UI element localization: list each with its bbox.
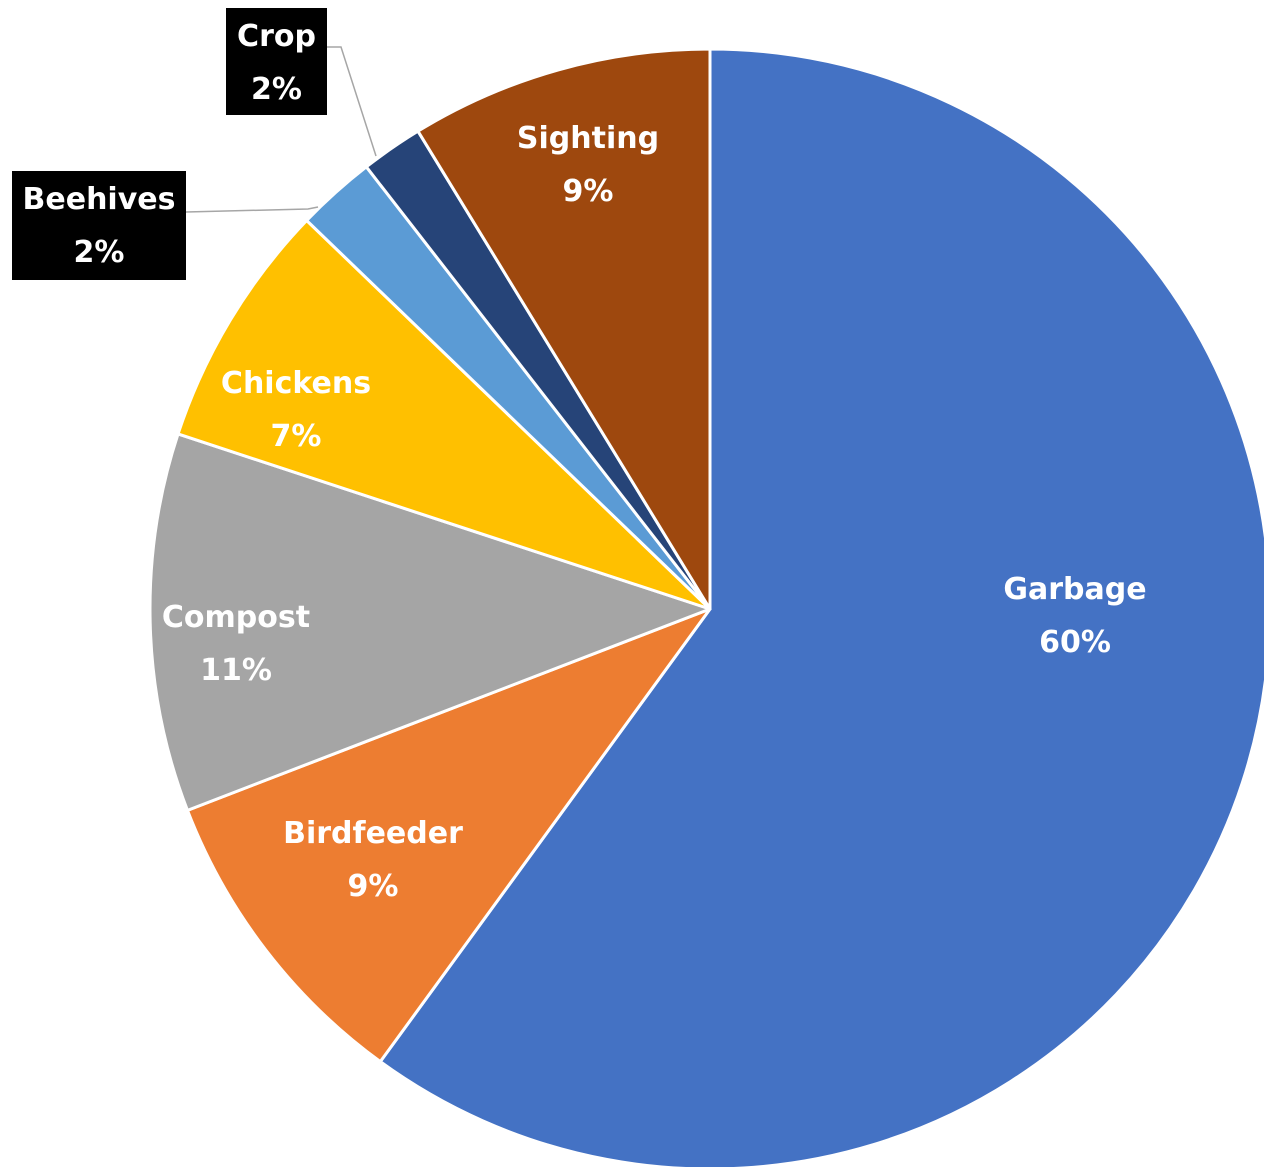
pie-slice-compost	[148, 432, 712, 812]
slice-label-name-birdfeeder: Birdfeeder	[283, 816, 463, 851]
slice-label-name-crop: Crop	[237, 19, 316, 54]
slice-label-name-compost: Compost	[162, 600, 310, 635]
slice-label-name-beehives: Beehives	[23, 182, 176, 217]
leader-line-beehives	[185, 206, 319, 213]
slice-label-percent-compost: 11%	[200, 653, 272, 688]
callout-box-crop	[226, 8, 327, 115]
leader-lines	[185, 46, 377, 213]
pie-slice-birdfeeder	[185, 607, 712, 1064]
slice-label-name-chickens: Chickens	[221, 366, 371, 401]
slice-label-percent-birdfeeder: 9%	[348, 869, 399, 904]
slice-label-percent-garbage: 60%	[1039, 625, 1111, 660]
pie-slice-garbage	[378, 47, 1264, 1167]
pie-slice-sighting	[416, 47, 712, 611]
pie-slices	[148, 47, 1264, 1167]
slice-labels: Garbage 60% Birdfeeder 9% Compost 11% Chickens…	[12, 8, 1147, 904]
slice-label-name-garbage: Garbage	[1003, 572, 1146, 607]
leader-line-crop	[327, 46, 377, 157]
slice-label-percent-chickens: 7%	[271, 419, 322, 454]
pie-slice-chickens	[176, 218, 712, 611]
slice-label-percent-sighting: 9%	[563, 174, 614, 209]
slice-label-percent-crop: 2%	[251, 72, 302, 107]
slice-label-name-sighting: Sighting	[517, 121, 659, 156]
callout-box-beehives	[12, 171, 186, 280]
slice-label-percent-beehives: 2%	[74, 235, 125, 270]
